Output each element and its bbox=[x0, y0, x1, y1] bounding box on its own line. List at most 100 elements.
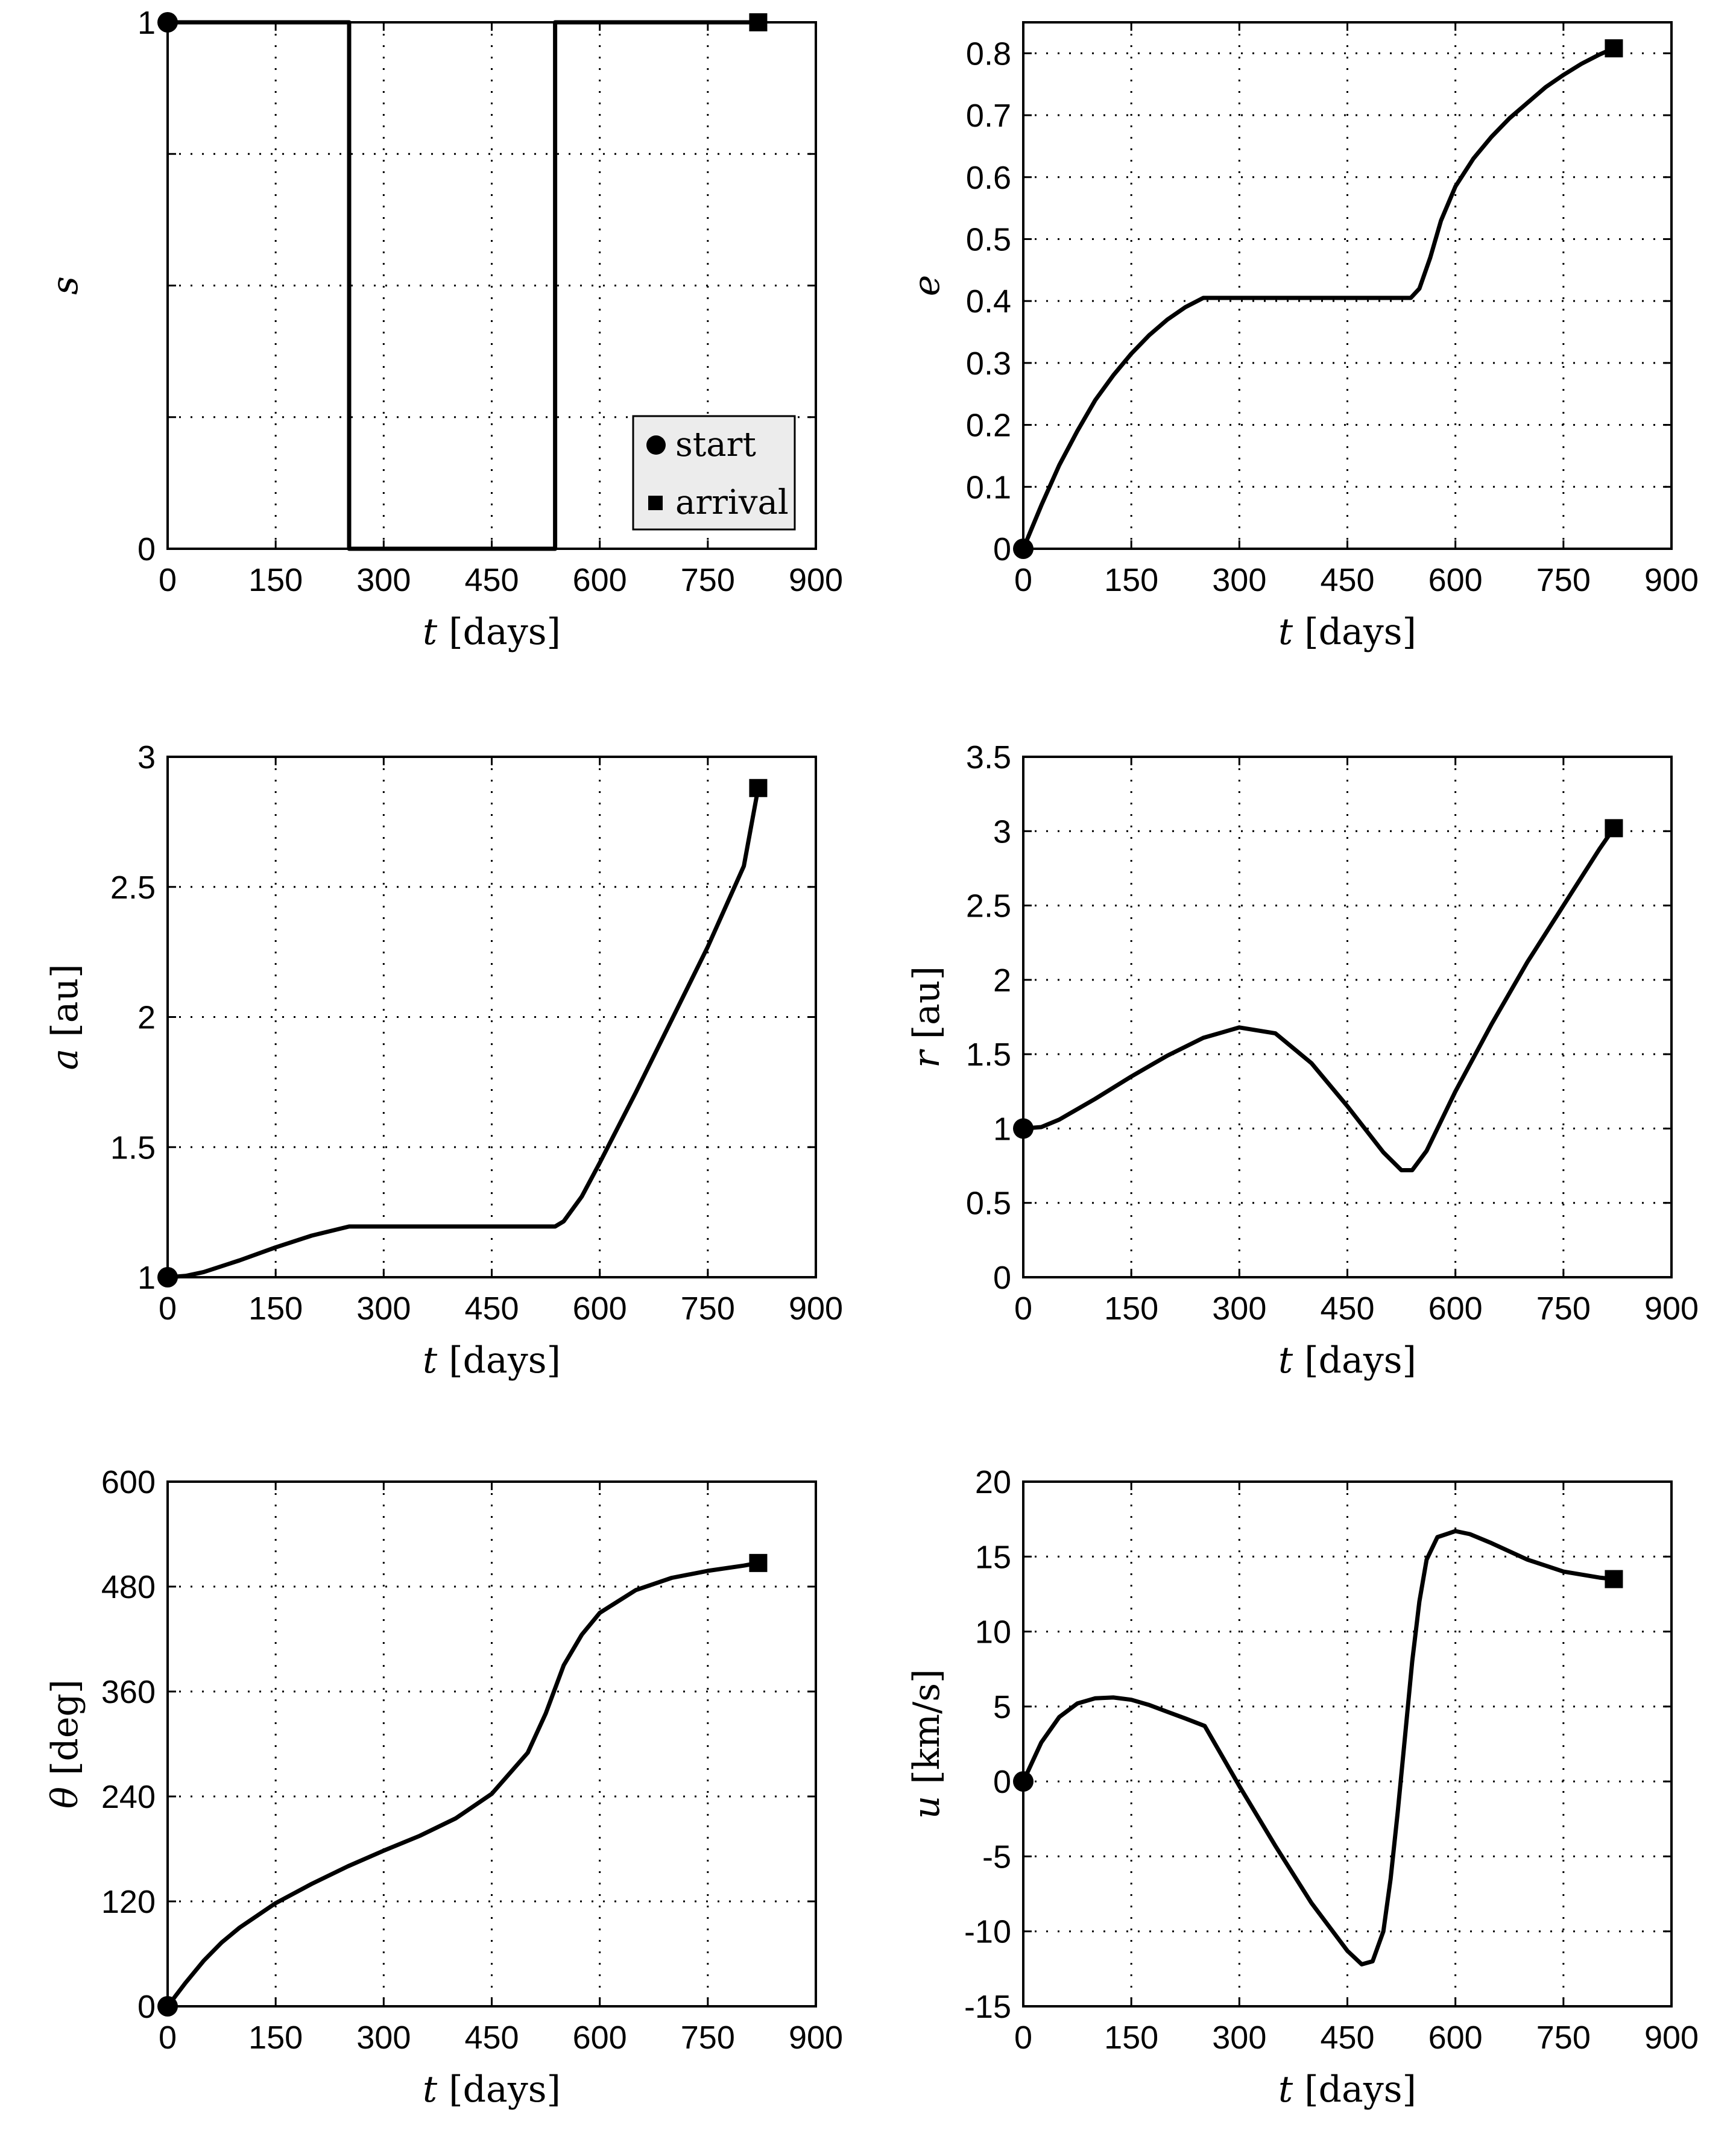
a-xtick-label: 150 bbox=[248, 1290, 303, 1327]
e-ylabel-var: e bbox=[906, 275, 948, 297]
panel-a: 0 150 300 450 600 750 900 1 1.5 2 2.5 3 t [days] a [a… bbox=[44, 739, 843, 1382]
u-xlabel-var: t bbox=[1278, 2068, 1293, 2111]
s-ytick-label: 1 bbox=[137, 5, 156, 41]
u-ytick-label: 20 bbox=[975, 1464, 1011, 1500]
theta-xtick-label: 750 bbox=[681, 2020, 735, 2056]
theta-xlabel: t [days] bbox=[423, 2068, 561, 2111]
a-xtick-label: 900 bbox=[789, 1290, 843, 1327]
s-legend: start arrival bbox=[632, 415, 796, 531]
u-ylabel-var: u bbox=[906, 1796, 948, 1819]
e-xtick-label: 750 bbox=[1536, 562, 1591, 598]
s-xtick-label: 450 bbox=[464, 562, 519, 598]
theta-xlabel-unit: [days] bbox=[437, 2068, 561, 2111]
s-xlabel-var: t bbox=[423, 611, 438, 653]
a-xtick-label: 600 bbox=[573, 1290, 627, 1327]
s-xtick-label: 300 bbox=[356, 562, 411, 598]
r-ytick-label: 3 bbox=[993, 813, 1011, 850]
a-ylabel: a [au] bbox=[44, 964, 86, 1070]
e-ytick-label: 0.4 bbox=[966, 283, 1011, 320]
r-ytick-label: 0.5 bbox=[966, 1186, 1011, 1222]
e-xtick-label: 450 bbox=[1320, 562, 1374, 598]
u-ytick-label: 5 bbox=[993, 1689, 1011, 1725]
a-start-marker bbox=[157, 1267, 178, 1287]
r-ylabel-unit: [au] bbox=[906, 966, 948, 1050]
panel-e: 0 150 300 450 600 750 900 0 0.1 0.2 0.3 0.4 0.5 0.6 0.… bbox=[906, 21, 1699, 653]
e-xtick-label: 600 bbox=[1428, 562, 1483, 598]
theta-xlabel-var: t bbox=[423, 2068, 438, 2111]
panel-r: 0 150 300 450 600 750 900 0 0.5 1 1.5 2 2.5 3 3.5 t [da… bbox=[906, 739, 1699, 1382]
theta-series-line bbox=[166, 1561, 759, 2008]
u-xtick-label: 450 bbox=[1320, 2020, 1374, 2056]
theta-axes-frame bbox=[166, 1480, 817, 2008]
a-xtick-label: 300 bbox=[356, 1290, 411, 1327]
s-xtick-label: 750 bbox=[681, 562, 735, 598]
r-xtick-label: 600 bbox=[1428, 1290, 1483, 1327]
r-ytick-label: 2.5 bbox=[966, 888, 1011, 924]
a-xlabel-unit: [days] bbox=[437, 1339, 561, 1382]
s-ytick-label: 0 bbox=[137, 531, 156, 567]
e-xtick-label: 0 bbox=[1014, 562, 1032, 598]
theta-ytick-label: 240 bbox=[101, 1779, 156, 1815]
legend-arrival-label: arrival bbox=[675, 483, 789, 522]
theta-ylabel: θ [deg] bbox=[44, 1679, 86, 1809]
theta-arrival-marker bbox=[749, 1553, 768, 1572]
r-xtick-label: 750 bbox=[1536, 1290, 1591, 1327]
u-ytick-label: -15 bbox=[964, 1989, 1011, 2025]
r-xlabel-var: t bbox=[1278, 1339, 1293, 1382]
panel-theta: 0 150 300 450 600 750 900 0 120 240 360 480 600 t [da… bbox=[44, 1464, 843, 2111]
e-xlabel-unit: [days] bbox=[1293, 611, 1416, 653]
theta-ytick-label: 360 bbox=[101, 1674, 156, 1710]
u-xlabel: t [days] bbox=[1278, 2068, 1416, 2111]
theta-xtick-label: 600 bbox=[573, 2020, 627, 2056]
s-arrival-marker bbox=[749, 13, 768, 31]
panel-s: 0 150 300 450 600 750 900 0 1 t [days] s start arriv… bbox=[44, 5, 843, 653]
u-ytick-label: 15 bbox=[975, 1539, 1011, 1575]
u-xtick-label: 300 bbox=[1212, 2020, 1266, 2056]
s-ylabel-var: s bbox=[44, 276, 86, 295]
s-xtick-label: 600 bbox=[573, 562, 627, 598]
e-ytick-label: 0.5 bbox=[966, 221, 1011, 257]
u-ytick-label: 10 bbox=[975, 1614, 1011, 1651]
a-xlabel: t [days] bbox=[423, 1339, 561, 1382]
theta-xtick-label: 900 bbox=[789, 2020, 843, 2056]
u-ytick-label: 0 bbox=[993, 1764, 1011, 1800]
e-ytick-label: 0 bbox=[993, 531, 1011, 567]
r-ytick-label: 1 bbox=[993, 1111, 1011, 1147]
theta-ytick-label: 120 bbox=[101, 1884, 156, 1920]
r-xtick-label: 150 bbox=[1104, 1290, 1158, 1327]
e-xtick-label: 300 bbox=[1212, 562, 1266, 598]
a-ytick-label: 2 bbox=[137, 1000, 156, 1036]
r-axes-frame bbox=[1022, 756, 1673, 1278]
e-xlabel-var: t bbox=[1278, 611, 1293, 653]
theta-ytick-label: 0 bbox=[137, 1989, 156, 2025]
e-ytick-label: 0.8 bbox=[966, 36, 1011, 72]
e-ytick-label: 0.3 bbox=[966, 346, 1011, 382]
e-ytick-label: 0.2 bbox=[966, 408, 1011, 444]
e-xlabel: t [days] bbox=[1278, 611, 1416, 653]
r-series-line bbox=[1023, 827, 1616, 1172]
s-series-line bbox=[168, 20, 759, 551]
r-ytick-label: 1.5 bbox=[966, 1037, 1011, 1073]
a-xlabel-var: t bbox=[423, 1339, 438, 1382]
u-ylabel: u [km/s] bbox=[906, 1669, 948, 1819]
u-xtick-label: 900 bbox=[1644, 2020, 1699, 2056]
a-ytick-label: 1 bbox=[137, 1260, 156, 1296]
theta-xtick-label: 450 bbox=[464, 2020, 519, 2056]
e-ytick-label: 0.1 bbox=[966, 469, 1011, 505]
r-xtick-label: 450 bbox=[1320, 1290, 1374, 1327]
e-ylabel: e bbox=[906, 275, 948, 297]
panel-u: 0 150 300 450 600 750 900 -15 -10 -5 0 5 10 15 20 t [da… bbox=[906, 1464, 1699, 2111]
a-ytick-label: 2.5 bbox=[110, 870, 156, 906]
legend-start-marker bbox=[646, 435, 666, 455]
u-series-line bbox=[1021, 1529, 1614, 1967]
s-start-marker bbox=[157, 12, 178, 33]
theta-start-marker bbox=[157, 1996, 178, 2017]
r-xlabel: t [days] bbox=[1278, 1339, 1416, 1382]
s-xtick-label: 900 bbox=[789, 562, 843, 598]
a-ytick-label: 3 bbox=[137, 739, 156, 776]
a-ylabel-unit: [au] bbox=[44, 964, 86, 1048]
u-ytick-label: -10 bbox=[964, 1914, 1011, 1950]
legend-arrival-marker bbox=[648, 496, 663, 510]
r-ytick-label: 3.5 bbox=[966, 739, 1011, 776]
